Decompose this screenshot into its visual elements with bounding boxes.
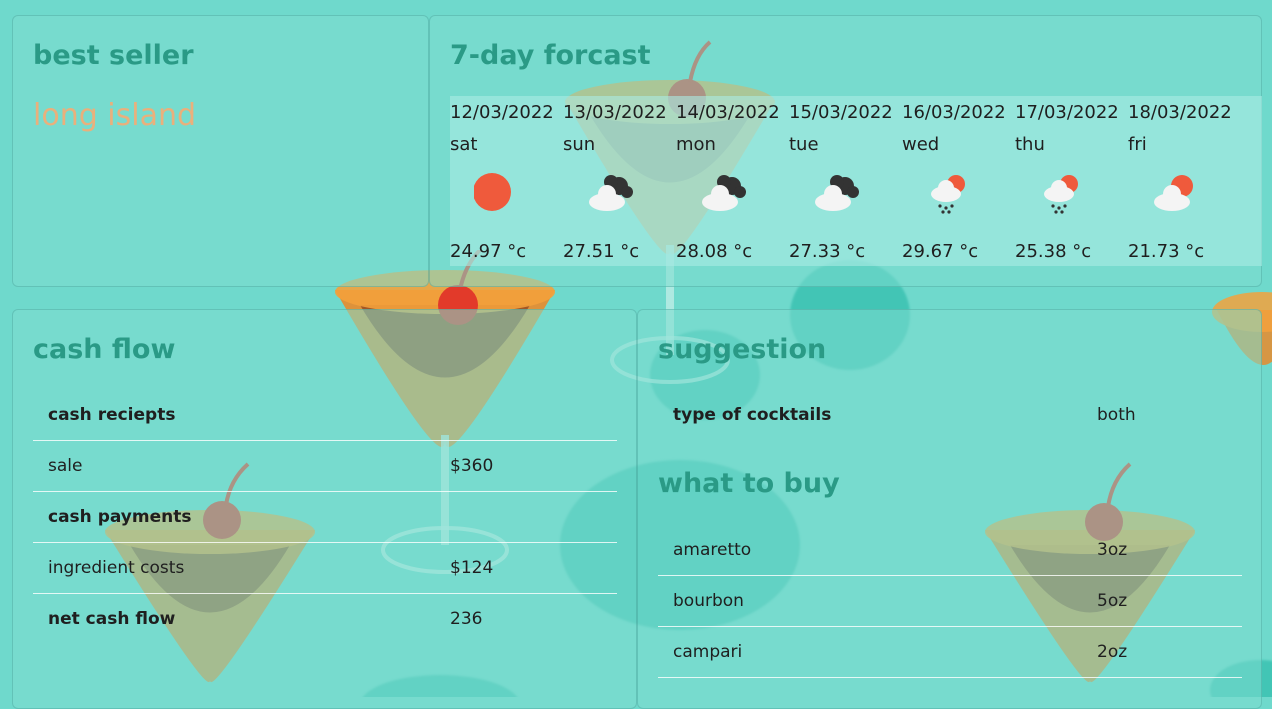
table-row: cash payments xyxy=(33,491,617,543)
forecast-temp: 28.08 °c xyxy=(676,241,753,262)
row-value: 236 xyxy=(450,609,483,629)
forecast-temp: 27.51 °c xyxy=(563,241,640,262)
suggestion-panel: suggestion type of cocktails both what t… xyxy=(637,309,1262,709)
forecast-day-name: thu xyxy=(1015,134,1045,155)
best-seller-panel: best seller long island xyxy=(12,15,429,287)
forecast-day: 13/03/2022 sun 27.51 °c xyxy=(563,96,676,266)
row-label: cash payments xyxy=(33,491,435,543)
forecast-title: 7-day forcast xyxy=(450,40,651,71)
forecast-day-name: fri xyxy=(1128,134,1147,155)
forecast-day: 15/03/2022 tue 27.33 °c xyxy=(789,96,902,266)
forecast-day-name: wed xyxy=(902,134,940,155)
cash-flow-table: cash reciepts sale $360 cash payments in… xyxy=(33,390,617,644)
cash-flow-panel: cash flow cash reciepts sale $360 cash p… xyxy=(12,309,637,709)
table-row: amaretto 3oz xyxy=(658,525,1242,576)
row-value: $124 xyxy=(435,542,617,594)
forecast-temp: 29.67 °c xyxy=(902,241,979,262)
ingredient-qty: 5oz xyxy=(1082,575,1242,627)
forecast-panel: 7-day forcast 12/03/2022 sat 24.97 °c 13… xyxy=(429,15,1262,287)
forecast-day-name: tue xyxy=(789,134,819,155)
forecast-day: 18/03/2022 fri 21.73 °c xyxy=(1128,96,1241,266)
table-row: bourbon 5oz xyxy=(658,575,1242,627)
forecast-temp: 21.73 °c xyxy=(1128,241,1205,262)
forecast-day: 16/03/2022 wed 29.67 °c xyxy=(902,96,1015,266)
sun-icon xyxy=(474,173,511,211)
cocktail-type-label: type of cocktails xyxy=(673,405,832,425)
table-row: ingredient costs $124 xyxy=(33,542,617,594)
ingredient-name: bourbon xyxy=(658,575,1082,627)
best-seller-value: long island xyxy=(33,98,197,133)
cloud-dark-icon xyxy=(702,175,746,211)
table-row: cash reciepts xyxy=(33,390,617,441)
row-label: cash reciepts xyxy=(33,390,435,441)
table-row: campari 2oz xyxy=(658,626,1242,678)
cloud-dark-icon xyxy=(589,175,633,211)
rain-sun-icon xyxy=(931,175,965,214)
suggestion-table: type of cocktails both xyxy=(658,390,1242,440)
cash-flow-title: cash flow xyxy=(33,334,176,365)
forecast-strip: 12/03/2022 sat 24.97 °c 13/03/2022 sun 2… xyxy=(450,96,1262,266)
row-label: ingredient costs xyxy=(33,542,435,594)
ingredient-name: amaretto xyxy=(658,525,1082,576)
forecast-day: 12/03/2022 sat 24.97 °c xyxy=(450,96,563,266)
forecast-date: 14/03/2022 xyxy=(676,102,780,123)
what-to-buy-title: what to buy xyxy=(658,468,840,499)
row-value xyxy=(435,491,617,543)
table-row: sale $360 xyxy=(33,440,617,492)
forecast-day: 17/03/2022 thu 25.38 °c xyxy=(1015,96,1128,266)
row-label: sale xyxy=(33,440,435,492)
forecast-date: 17/03/2022 xyxy=(1015,102,1119,123)
forecast-day: 14/03/2022 mon 28.08 °c xyxy=(676,96,789,266)
forecast-day-name: mon xyxy=(676,134,716,155)
ingredient-qty: 3oz xyxy=(1082,525,1242,576)
forecast-date: 18/03/2022 xyxy=(1128,102,1232,123)
row-value xyxy=(435,390,617,441)
table-row: net cash flow 236 xyxy=(33,594,617,645)
ingredient-name: campari xyxy=(658,626,1082,678)
ingredient-qty: 2oz xyxy=(1082,626,1242,678)
suggestion-title: suggestion xyxy=(658,334,827,365)
best-seller-title: best seller xyxy=(33,40,194,71)
forecast-day-name: sun xyxy=(563,134,596,155)
row-label: net cash flow xyxy=(48,609,176,629)
forecast-temp: 24.97 °c xyxy=(450,241,527,262)
forecast-date: 12/03/2022 xyxy=(450,102,554,123)
forecast-date: 15/03/2022 xyxy=(789,102,893,123)
forecast-date: 13/03/2022 xyxy=(563,102,667,123)
table-row: type of cocktails both xyxy=(658,390,1242,440)
what-to-buy-table: amaretto 3oz bourbon 5oz campari 2oz xyxy=(658,525,1242,678)
cloud-sun-icon xyxy=(1154,175,1193,211)
row-value: $360 xyxy=(435,440,617,492)
rain-sun-icon xyxy=(1044,175,1078,214)
cloud-dark-icon xyxy=(815,175,859,211)
forecast-date: 16/03/2022 xyxy=(902,102,1006,123)
forecast-temp: 27.33 °c xyxy=(789,241,866,262)
cocktail-type-value: both xyxy=(1097,405,1136,425)
forecast-day-name: sat xyxy=(450,134,478,155)
forecast-temp: 25.38 °c xyxy=(1015,241,1092,262)
